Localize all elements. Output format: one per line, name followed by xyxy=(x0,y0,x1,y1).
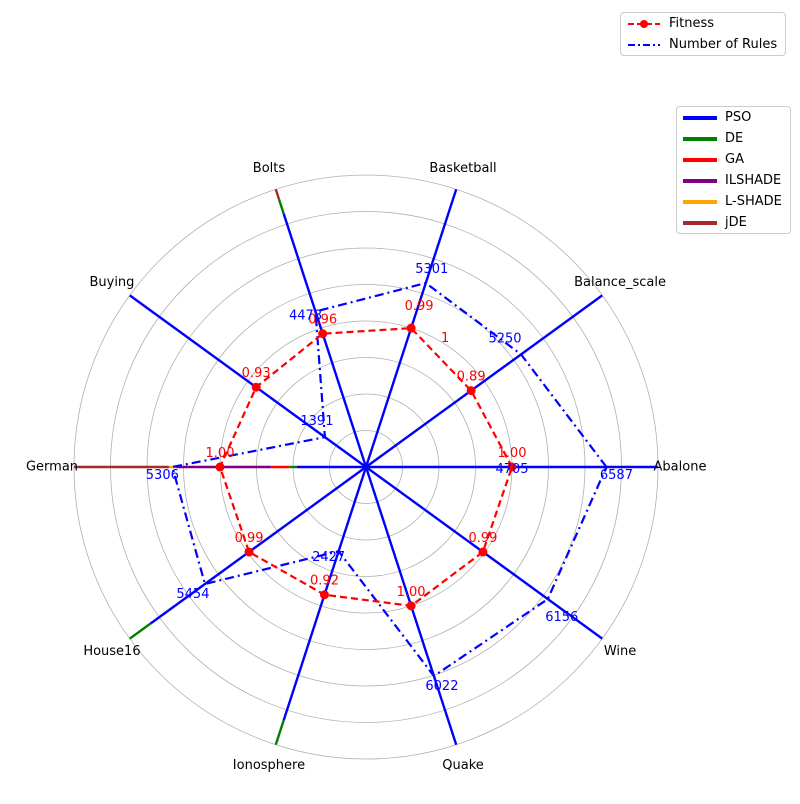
rules-label-basketball: 5301 xyxy=(415,262,448,277)
fitness-marker-abalone xyxy=(507,462,517,472)
fitness-label-german: 1.00 xyxy=(206,446,235,461)
category-label-balance-scale: Balance_scale xyxy=(574,275,666,290)
rules-label-house16: 5454 xyxy=(176,587,209,602)
spoke-ionosphere-de xyxy=(274,720,285,746)
legend-entry-de: DE xyxy=(677,128,790,149)
spoke-house16-de xyxy=(129,622,152,640)
legend-label-pso: PSO xyxy=(725,110,752,125)
legend-entry-ilshade: ILSHADE xyxy=(677,170,790,191)
fitness-label-bolts: 0.96 xyxy=(308,313,337,328)
legend-label-ilshade: ILSHADE xyxy=(725,173,782,188)
category-label-wine: Wine xyxy=(604,644,636,659)
rules-label-extra: 4705 xyxy=(495,462,528,477)
rules-label-german: 5306 xyxy=(146,468,179,483)
fitness-label-wine: 0.99 xyxy=(468,531,497,546)
spoke-house16-pso xyxy=(149,466,367,625)
legend-swatch-ga xyxy=(683,157,717,162)
legend-entry-jde: jDE xyxy=(677,212,790,233)
legend-swatch-l-shade xyxy=(683,199,717,204)
rules-label-ionosphere: 2427 xyxy=(312,550,345,565)
fitness-label-extra: 0.99 xyxy=(405,299,434,314)
rules-label-balance-scale: 5250 xyxy=(488,331,521,346)
fitness-marker-german xyxy=(215,462,225,472)
legend-label-fitness: Fitness xyxy=(669,16,715,31)
fitness-marker-balance-scale xyxy=(466,386,476,396)
rules-label-wine: 6156 xyxy=(545,610,578,625)
fitness-label-buying: 0.93 xyxy=(242,366,271,381)
spoke-balance-scale-pso xyxy=(365,294,603,468)
fitness-marker-house16 xyxy=(244,547,254,557)
legend-swatch-ilshade xyxy=(683,178,717,183)
fitness-label-abalone: 1.00 xyxy=(498,446,527,461)
legend-swatch-jde xyxy=(683,220,717,225)
fitness-label-basketball: 1 xyxy=(441,331,449,346)
legend-label-rules: Number of Rules xyxy=(669,37,778,52)
fitness-label-balance-scale: 0.89 xyxy=(457,370,486,385)
fitness-marker-bolts xyxy=(318,329,328,339)
rules-label-abalone: 6587 xyxy=(600,468,633,483)
spoke-bolts-de xyxy=(278,199,285,214)
legend-entry-fitness: Fitness xyxy=(621,13,785,34)
rules-label-buying: 1391 xyxy=(300,414,333,429)
category-label-abalone: Abalone xyxy=(654,460,707,475)
legend-label-l-shade: L-SHADE xyxy=(725,194,782,209)
rules-label-quake: 6022 xyxy=(425,679,458,694)
category-label-house16: House16 xyxy=(83,644,140,659)
spoke-bolts-pso xyxy=(282,213,368,468)
category-label-german: German xyxy=(26,460,78,475)
series-line-number-of-rules xyxy=(170,281,608,678)
fitness-marker-buying xyxy=(251,382,261,392)
fitness-label-ionosphere: 0.92 xyxy=(310,574,339,589)
legend-entry-rules: Number of Rules xyxy=(621,34,785,55)
legend-swatch-pso xyxy=(683,115,717,120)
spoke-buying-pso xyxy=(129,294,367,468)
fitness-legend-swatch xyxy=(628,19,660,28)
algorithm-legend: PSO DE GA ILSHADE L-SHADE jDE xyxy=(676,106,791,234)
legend-entry-ga: GA xyxy=(677,149,790,170)
fitness-marker-basketball xyxy=(406,323,416,333)
fitness-marker-wine xyxy=(478,547,488,557)
category-label-bolts: Bolts xyxy=(253,161,286,176)
legend-swatch-de xyxy=(683,136,717,141)
legend-entry-pso: PSO xyxy=(677,107,790,128)
category-label-ionosphere: Ionosphere xyxy=(233,758,305,773)
fitness-label-quake: 1.00 xyxy=(397,585,426,600)
legend-label-ga: GA xyxy=(725,152,744,167)
series-legend: Fitness Number of Rules xyxy=(620,12,787,56)
rules-label-bolts: 4478 xyxy=(289,309,322,324)
category-label-basketball: Basketball xyxy=(429,161,496,176)
category-label-quake: Quake xyxy=(442,758,484,773)
category-label-buying: Buying xyxy=(89,275,134,290)
rules-legend-swatch xyxy=(628,43,660,46)
legend-entry-l-shade: L-SHADE xyxy=(677,191,790,212)
legend-label-jde: jDE xyxy=(725,215,747,230)
fitness-marker-quake xyxy=(406,601,416,611)
spoke-bolts-jde xyxy=(274,188,281,201)
fitness-marker-ionosphere xyxy=(319,590,329,600)
legend-label-de: DE xyxy=(725,131,744,146)
fitness-label-house16: 0.99 xyxy=(235,531,264,546)
